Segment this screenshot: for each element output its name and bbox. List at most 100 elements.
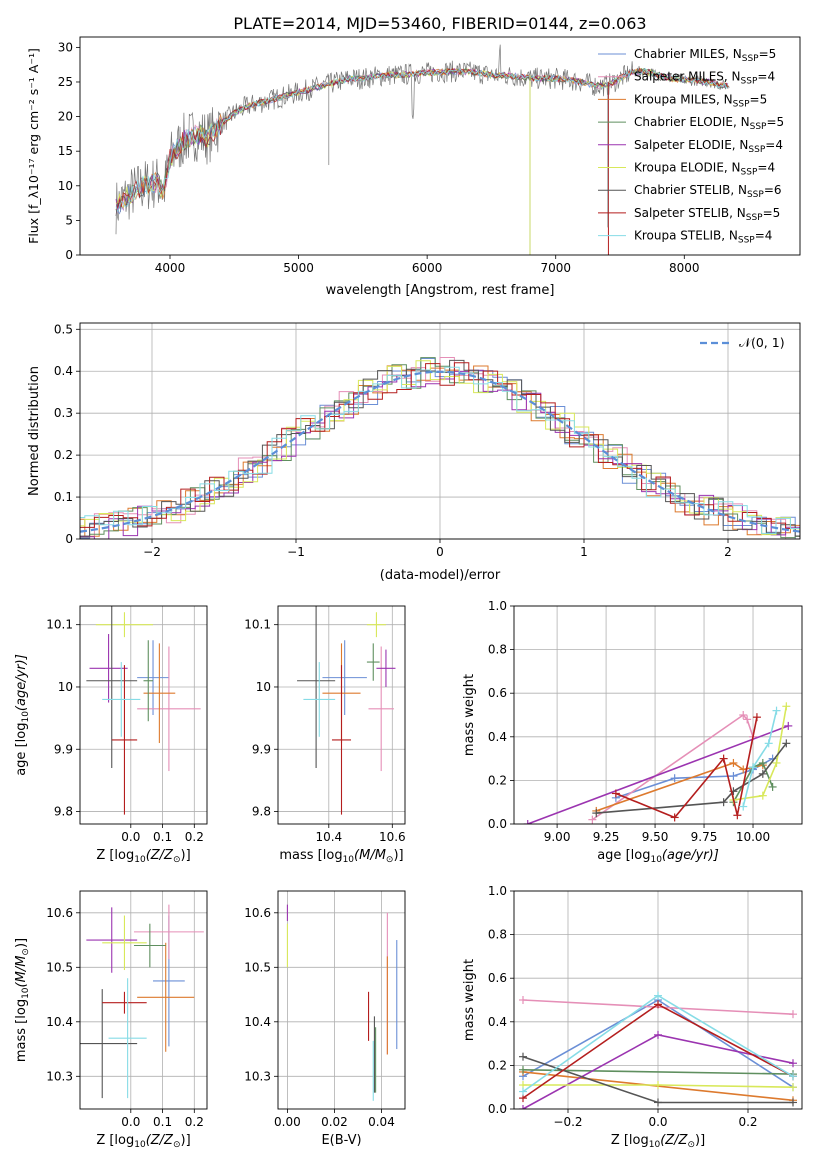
legend-entry: Chabrier MILES, NSSP=5	[634, 47, 776, 64]
histogram-kroupa-miles	[80, 365, 800, 537]
legend-entry: 𝒩(0, 1)	[739, 335, 785, 350]
x-tick-label: 0.1	[153, 1115, 172, 1129]
axes-frame	[79, 890, 208, 1110]
label-part: 10	[650, 855, 662, 865]
label-part: )]	[14, 938, 29, 948]
y-tick-label: 0.4	[54, 364, 73, 378]
x-tick-label: 7000	[540, 261, 571, 275]
weight-marker	[519, 1105, 527, 1109]
y-tick-label: 10.4	[244, 1015, 271, 1029]
histogram-kroupa-stelib	[80, 366, 800, 534]
x-axis-label: (data-model)/error	[380, 568, 501, 583]
weight-marker	[519, 1052, 527, 1061]
x-tick-label: 10.00	[736, 830, 770, 844]
x-tick-label: −2	[143, 545, 161, 559]
label-part: =4	[765, 138, 783, 152]
panel-weight-vs-Z: −0.2 0.0 0.2 0.0 0.2 0.4 0.6 0.8 1.0 Z [log10(Z/Z…	[462, 884, 803, 1150]
panel-mass-vs-EBV: 0.00 0.02 0.04 10.3 10.4 10.5 10.6 E(B-V)	[244, 890, 406, 1148]
label-part: 10	[343, 855, 355, 865]
weight-marker	[789, 1059, 797, 1068]
errorbar-point	[80, 989, 138, 1099]
weight-marker	[670, 813, 679, 822]
panel-residuals: −2 −1 0 1 2 0 0.1 0.2 0.3 0.4 0.5 (data-model)/erro…	[27, 322, 801, 583]
errorbar-point	[95, 612, 154, 638]
y-tick-label: 0.6	[488, 686, 507, 700]
label-part: =6	[764, 183, 782, 197]
label-part: SSP	[733, 99, 750, 109]
x-tick-label: 0.2	[738, 1115, 757, 1129]
panels: 4000 5000 6000 7000 8000051015202530waveleng…	[14, 36, 803, 1150]
weight-marker	[611, 789, 620, 798]
y-axis-label: mass weight	[462, 959, 477, 1041]
legend-entry: Chabrier ELODIE, NSSP=5	[634, 115, 784, 132]
errorbar-point	[102, 991, 147, 1014]
errorbar-point	[366, 612, 386, 638]
y-axis-label: mass weight	[462, 674, 477, 756]
label-part: SSP	[741, 168, 758, 178]
y-tick-label: 10.5	[244, 960, 271, 974]
plot-area	[297, 606, 396, 815]
panel-mass-vs-Z: 0.0 0.1 0.210.310.410.510.6Z [log10(Z/Z⊙)]…	[14, 890, 208, 1150]
weight-marker	[772, 758, 781, 767]
weight-marker	[789, 1072, 797, 1081]
label-part: Z [log	[96, 1133, 134, 1148]
y-tick-label: 10	[58, 680, 73, 694]
y-axis-label: Normed distribution	[27, 366, 42, 496]
x-axis-label: E(B-V)	[321, 1133, 361, 1148]
weight-marker	[739, 802, 748, 811]
x-tick-label: −1	[287, 545, 305, 559]
weight-marker	[749, 763, 758, 772]
y-tick-label: 0.2	[488, 773, 507, 787]
errorbar-point	[303, 662, 336, 737]
plot-area	[80, 357, 800, 539]
errorbar-point	[376, 649, 396, 687]
axes-frame	[79, 322, 801, 540]
label-part: Chabrier MILES, N	[634, 47, 742, 61]
weight-marker	[772, 706, 781, 715]
weight-line-salpeter-miles	[591, 713, 754, 821]
y-tick-label: 10.3	[46, 1069, 73, 1083]
y-tick-label: 0.8	[488, 643, 507, 657]
label-part: ⊙	[386, 855, 394, 865]
x-tick-label: 6000	[412, 261, 443, 275]
weight-marker	[592, 809, 601, 818]
label-part: SSP	[748, 145, 765, 155]
weight-line-kroupa-elodie	[733, 706, 788, 801]
y-tick-label: 10.4	[46, 1015, 73, 1029]
panel-weight-vs-age: 9.00 9.25 9.50 9.75 10.00 0.0 0.2 0.4 0.6 0.8 1.0 a…	[462, 599, 803, 865]
legend-entry: Kroupa STELIB, NSSP=4	[634, 229, 772, 246]
label-part: =4	[757, 161, 775, 175]
plot-area	[115, 44, 730, 255]
label-part: mass [log	[279, 848, 342, 863]
axes-frame	[277, 605, 406, 825]
histogram-kroupa-elodie	[80, 360, 800, 536]
axes-frame	[277, 890, 406, 1110]
errorbar-point	[102, 915, 147, 971]
model-spectrum-salpeter-stelib	[115, 67, 729, 211]
y-tick-label: 0.0	[488, 1102, 507, 1116]
figure-title: PLATE=2014, MJD=53460, FIBERID=0144, z=0…	[233, 14, 646, 33]
weight-marker	[758, 769, 767, 778]
errorbar-point	[297, 606, 336, 768]
label-part: =5	[750, 92, 768, 106]
weight-marker	[588, 815, 597, 824]
plot-area	[86, 606, 201, 815]
label-part: Z [log	[611, 1133, 649, 1148]
plot-area	[80, 904, 204, 1099]
weight-marker	[782, 702, 791, 711]
weight-marker	[758, 791, 767, 800]
x-tick-label: −0.2	[553, 1115, 582, 1129]
label-part: Kroupa MILES, N	[634, 92, 733, 106]
x-tick-label: 1	[580, 545, 588, 559]
x-tick-label: 8000	[669, 261, 700, 275]
x-tick-label: 0.0	[121, 830, 140, 844]
x-tick-label: 0.2	[185, 1115, 204, 1129]
label-part: SSP	[742, 54, 759, 64]
label-part: (age/yr)]	[14, 654, 29, 711]
x-tick-label: 0.0	[648, 1115, 667, 1129]
legend-entry: Kroupa ELODIE, NSSP=4	[634, 161, 775, 178]
errorbar-point	[331, 665, 352, 815]
